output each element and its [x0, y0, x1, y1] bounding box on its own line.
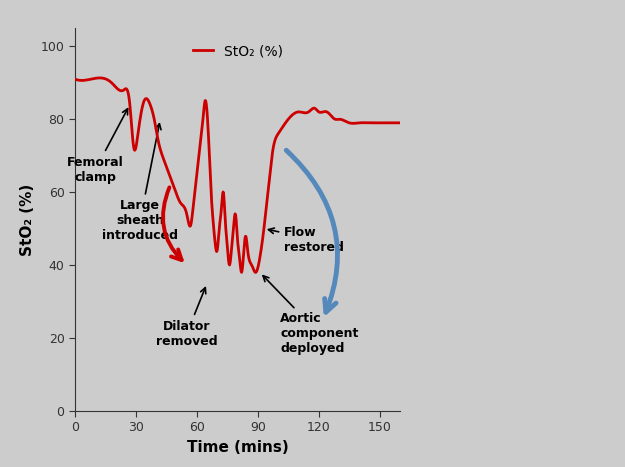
Text: Large
sheath
introduced: Large sheath introduced — [102, 124, 178, 242]
Y-axis label: StO₂ (%): StO₂ (%) — [20, 184, 35, 255]
Text: Aortic
component
deployed: Aortic component deployed — [263, 276, 359, 355]
Text: Femoral
clamp: Femoral clamp — [67, 109, 128, 184]
Legend: StO₂ (%): StO₂ (%) — [187, 39, 289, 64]
Text: Flow
restored: Flow restored — [269, 226, 344, 254]
X-axis label: Time (mins): Time (mins) — [187, 440, 288, 455]
Text: Dilator
removed: Dilator removed — [156, 288, 218, 348]
